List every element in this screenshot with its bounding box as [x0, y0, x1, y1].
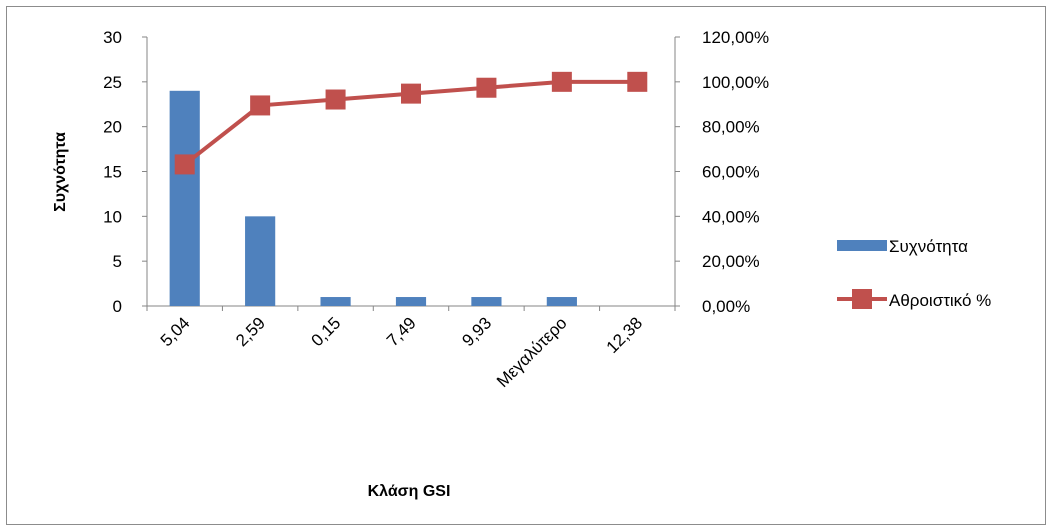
bar	[245, 216, 276, 306]
line-marker	[627, 71, 648, 92]
y-tick-label: 30	[103, 28, 122, 47]
legend-label-line: Αθροιστικό %	[889, 291, 991, 310]
bar	[320, 297, 351, 306]
line-marker	[401, 83, 421, 104]
legend-swatch-marker	[852, 289, 872, 309]
x-tick-label: 5,04	[157, 313, 194, 350]
y2-tick-label: 80,00%	[702, 118, 760, 137]
y-tick-label: 5	[113, 252, 122, 271]
legend-label-bar: Συχνότητα	[889, 237, 968, 256]
x-tick-label: 2,59	[232, 313, 269, 350]
y-tick-label: 0	[113, 297, 122, 316]
x-tick-label: Μεγαλύτερο	[493, 313, 571, 391]
bar	[169, 90, 200, 306]
x-axis-title: Κλάση GSI	[368, 483, 451, 500]
y2-tick-label: 40,00%	[702, 207, 760, 226]
line-marker	[476, 77, 497, 98]
y2-tick-label: 120,00%	[702, 28, 769, 47]
y2-tick-label: 0,00%	[702, 297, 750, 316]
y2-tick-label: 60,00%	[702, 163, 760, 182]
y-tick-label: 20	[103, 118, 122, 137]
y-tick-label: 25	[103, 73, 122, 92]
y2-tick-label: 100,00%	[702, 73, 769, 92]
y2-tick-label: 20,00%	[702, 252, 760, 271]
x-tick-label: 0,15	[308, 313, 345, 350]
bar	[546, 297, 577, 306]
y-tick-label: 15	[103, 163, 122, 182]
y-tick-label: 10	[103, 207, 122, 226]
legend-swatch-bar	[837, 240, 887, 251]
legend: Συχνότητα Αθροιστικό %	[837, 237, 991, 310]
bar	[471, 297, 502, 306]
y-axis-title: Συχνότητα	[52, 132, 69, 212]
x-tick-label: 7,49	[383, 313, 420, 350]
line-marker	[250, 95, 271, 116]
line-marker	[174, 154, 195, 175]
bar	[395, 297, 427, 306]
line-marker	[325, 89, 346, 110]
line-marker	[551, 71, 572, 92]
x-tick-label: 9,93	[458, 313, 495, 350]
x-tick-label: 12,38	[603, 313, 647, 357]
